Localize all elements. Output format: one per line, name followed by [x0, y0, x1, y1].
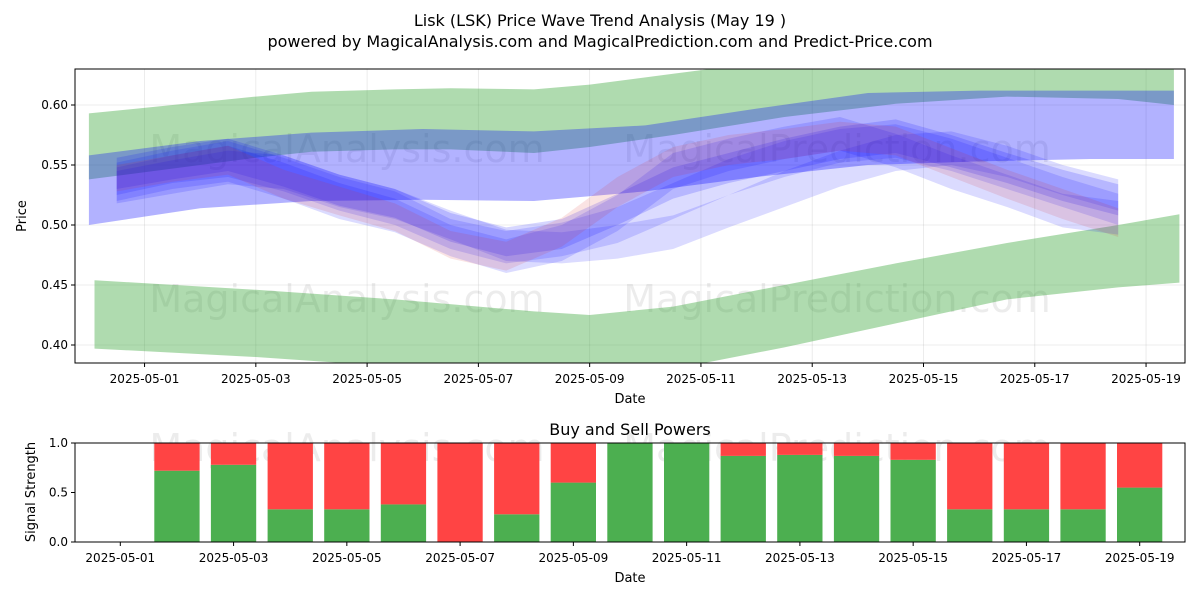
price-x-tick-label-6: 2025-05-13	[777, 372, 847, 386]
signal-x-tick-label-7: 2025-05-15	[878, 551, 948, 565]
signal-x-tick-label-1: 2025-05-03	[199, 551, 269, 565]
signal-y-tick-label-0: 0.0	[49, 535, 68, 549]
price-panel: MagicalAnalysis.com MagicalPrediction.co…	[15, 68, 1186, 407]
green-upper-band	[88, 69, 1174, 180]
price-x-tick-label-0: 2025-05-01	[110, 372, 180, 386]
green-lower-band	[94, 214, 1180, 363]
buy-bar-2025-05-15	[890, 459, 936, 542]
sell-bar-2025-05-07	[437, 443, 483, 542]
buy-bar-2025-05-17	[1003, 509, 1050, 542]
price-x-ticks: 2025-05-01 2025-05-03 2025-05-05 2025-05-07…	[110, 363, 1181, 386]
sell-bar-2025-05-06	[380, 443, 427, 505]
buy-bar-2025-05-10	[607, 443, 653, 542]
signal-bars	[154, 443, 1163, 542]
buy-bar-2025-05-19	[1117, 487, 1163, 542]
signal-x-tick-label-9: 2025-05-19	[1105, 551, 1175, 565]
signal-x-tick-label-3: 2025-05-07	[425, 551, 495, 565]
buy-bar-2025-05-02	[154, 470, 200, 542]
chart-subtitle: powered by MagicalAnalysis.com and Magic…	[267, 32, 932, 51]
sell-bar-2025-05-05	[324, 443, 370, 510]
watermark-top-left: MagicalAnalysis.com	[149, 127, 544, 171]
buy-bar-2025-05-14	[833, 455, 880, 542]
signal-y-axis-label: Signal Strength	[24, 442, 39, 542]
blue-wave-band-1	[116, 117, 1119, 273]
sell-bar-2025-05-09	[550, 443, 596, 483]
signal-panel-title: Buy and Sell Powers	[549, 420, 711, 439]
price-y-tick-label-2: 0.50	[41, 218, 68, 232]
chart-title: Lisk (LSK) Price Wave Trend Analysis (Ma…	[414, 11, 786, 30]
sell-bar-2025-05-08	[494, 443, 540, 515]
buy-bar-2025-05-04	[267, 509, 313, 542]
price-y-axis-label: Price	[15, 200, 30, 232]
signal-x-ticks: 2025-05-01 2025-05-03 2025-05-05 2025-05-07…	[85, 542, 1175, 565]
buy-bar-2025-05-05	[324, 509, 370, 542]
price-x-axis-label: Date	[614, 392, 645, 407]
blue-wave-band-4	[116, 119, 1119, 257]
buy-bar-2025-05-13	[777, 454, 823, 542]
price-y-tick-label-0: 0.40	[41, 338, 68, 352]
blue-wide-band	[88, 90, 1174, 225]
buy-bar-2025-05-08	[494, 514, 540, 542]
price-y-tick-label-3: 0.55	[41, 158, 68, 172]
blue-wave-band-2	[116, 124, 1119, 264]
sell-bar-2025-05-13	[777, 443, 823, 455]
price-x-tick-label-2: 2025-05-05	[332, 372, 402, 386]
buy-bar-2025-05-12	[720, 455, 766, 542]
signal-x-tick-label-6: 2025-05-13	[765, 551, 835, 565]
sell-bar-2025-05-16	[947, 443, 993, 510]
price-y-tick-label-4: 0.60	[41, 98, 68, 112]
signal-x-tick-label-4: 2025-05-09	[538, 551, 608, 565]
sell-bar-2025-05-17	[1003, 443, 1050, 510]
signal-x-axis-label: Date	[614, 571, 645, 586]
price-x-tick-label-7: 2025-05-15	[889, 372, 959, 386]
price-x-tick-label-8: 2025-05-17	[1000, 372, 1070, 386]
buy-bar-2025-05-03	[210, 464, 257, 542]
signal-x-tick-label-8: 2025-05-17	[992, 551, 1062, 565]
price-x-tick-label-9: 2025-05-19	[1111, 372, 1181, 386]
price-x-tick-label-5: 2025-05-11	[666, 372, 736, 386]
watermark-top-right: MagicalPrediction.com	[623, 127, 1051, 171]
signal-y-tick-label-2: 1.0	[49, 436, 68, 450]
buy-bar-2025-05-11	[664, 443, 710, 542]
sell-bar-2025-05-02	[154, 443, 200, 471]
watermark-mid-right: MagicalPrediction.com	[623, 277, 1051, 321]
price-bands	[88, 69, 1180, 363]
sell-bar-2025-05-03	[210, 443, 257, 465]
buy-bar-2025-05-09	[550, 482, 596, 542]
buy-bar-2025-05-06	[380, 504, 427, 542]
sell-bar-2025-05-19	[1117, 443, 1163, 488]
signal-x-tick-label-0: 2025-05-01	[85, 551, 155, 565]
sell-bar-2025-05-18	[1060, 443, 1106, 510]
price-y-tick-label-1: 0.45	[41, 278, 68, 292]
buy-bar-2025-05-16	[947, 509, 993, 542]
signal-y-tick-label-1: 0.5	[49, 486, 68, 500]
blue-wave-band-3	[116, 131, 1119, 264]
signal-x-tick-label-5: 2025-05-11	[652, 551, 722, 565]
price-y-ticks: 0.40 0.45 0.50 0.55 0.60	[41, 98, 75, 352]
sell-bar-2025-05-14	[833, 443, 880, 456]
red-wave-band	[116, 121, 1119, 271]
signal-x-tick-label-2: 2025-05-05	[312, 551, 382, 565]
price-x-tick-label-1: 2025-05-03	[221, 372, 291, 386]
price-grid	[75, 69, 1185, 363]
sell-bar-2025-05-15	[890, 443, 936, 460]
watermark-mid-left: MagicalAnalysis.com	[149, 277, 544, 321]
buy-bar-2025-05-18	[1060, 509, 1106, 542]
price-watermarks: MagicalAnalysis.com MagicalPrediction.co…	[149, 127, 1050, 321]
sell-bar-2025-05-04	[267, 443, 313, 510]
price-x-tick-label-4: 2025-05-09	[555, 372, 625, 386]
price-x-tick-label-3: 2025-05-07	[444, 372, 514, 386]
signal-y-ticks: 0.0 0.5 1.0	[49, 436, 75, 549]
signal-panel: Buy and Sell Powers MagicalAnalysis.com …	[24, 420, 1186, 586]
sell-bar-2025-05-12	[720, 443, 766, 456]
price-plot-frame	[74, 68, 1186, 364]
